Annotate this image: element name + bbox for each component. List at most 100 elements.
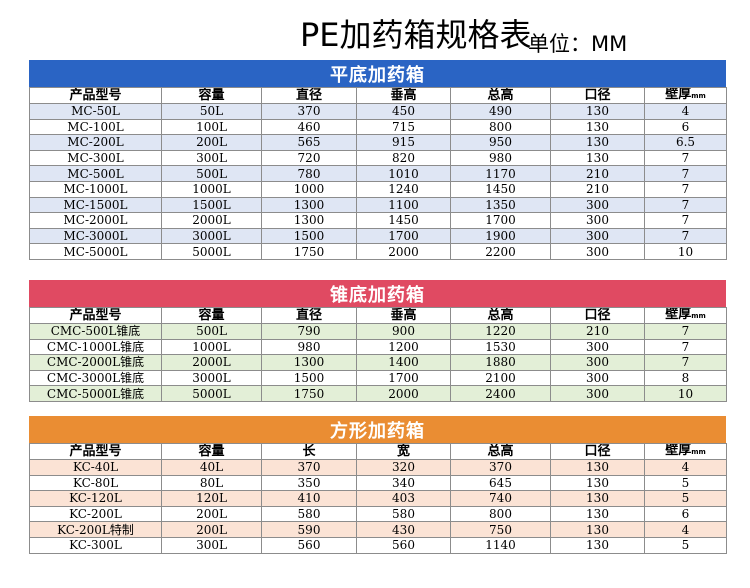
column-header: 垂高 bbox=[356, 307, 451, 324]
table-row: KC-40L 40L 370 320 370 130 4 bbox=[29, 459, 727, 476]
table-cell: 4 bbox=[644, 459, 727, 476]
column-header: 长 bbox=[261, 443, 357, 460]
table-row: MC-3000L 3000L 1500 1700 1900 300 7 bbox=[29, 227, 727, 245]
table-cell: 2100 bbox=[450, 369, 551, 387]
table-cell: 300 bbox=[550, 354, 645, 371]
table-cell: 130 bbox=[550, 536, 645, 554]
table-cell: MC-200L bbox=[29, 134, 162, 151]
table-row: CMC-5000L锥底 5000L 1750 2000 2400 300 10 bbox=[29, 385, 727, 402]
table-cell: 130 bbox=[550, 149, 645, 167]
table-cell: 130 bbox=[550, 118, 645, 136]
table-cell: 130 bbox=[550, 490, 645, 507]
table-cell: 6.5 bbox=[644, 134, 727, 151]
table-cell: 7 bbox=[644, 149, 727, 167]
table-cell: 950 bbox=[450, 134, 551, 151]
table-cell: 500L bbox=[161, 323, 262, 340]
table-cell: 500L bbox=[161, 165, 262, 182]
table-cell: 210 bbox=[550, 180, 645, 198]
table-cell: 403 bbox=[356, 490, 451, 507]
table-cell: 7 bbox=[644, 212, 727, 229]
unit-label: 单位：MM bbox=[528, 32, 628, 56]
table-cell: 1300 bbox=[261, 212, 357, 229]
table-cell: 1700 bbox=[450, 212, 551, 229]
table-row: KC-200L 200L 580 580 800 130 6 bbox=[29, 505, 727, 523]
table-cell: 1350 bbox=[450, 196, 551, 214]
table-cell: 2000 bbox=[356, 243, 451, 260]
table-cell: 1000 bbox=[261, 180, 357, 198]
unit-suffix: mm bbox=[691, 92, 706, 100]
table-cell: 300 bbox=[550, 243, 645, 260]
table-cell: MC-1000L bbox=[29, 180, 162, 198]
table-cell: 340 bbox=[356, 474, 451, 492]
column-header: 容量 bbox=[161, 443, 262, 460]
table-cell: 130 bbox=[550, 521, 645, 538]
table-cone-bottom: 产品型号 容量 直径 垂高 总高 口径 壁厚mm CMC-500L锥底 500L 790 900 12… bbox=[29, 307, 727, 402]
table-row: MC-1500L 1500L 1300 1100 1350 300 7 bbox=[29, 196, 727, 214]
table-row: MC-200L 200L 565 915 950 130 6.5 bbox=[29, 134, 727, 151]
table-cell: 130 bbox=[550, 134, 645, 151]
table-cell: 1450 bbox=[356, 212, 451, 229]
section-title-square: 方形加药箱 bbox=[29, 416, 726, 443]
table-cell: 410 bbox=[261, 490, 357, 507]
table-cell: 2400 bbox=[450, 385, 551, 402]
table-cell: MC-500L bbox=[29, 165, 162, 182]
table-cell: 7 bbox=[644, 227, 727, 245]
table-cell: 1170 bbox=[450, 165, 551, 182]
table-cell: 6 bbox=[644, 505, 727, 523]
table-cell: 300 bbox=[550, 196, 645, 214]
table-cell: 7 bbox=[644, 354, 727, 371]
table-cell: 1300 bbox=[261, 196, 357, 214]
table-header-row: 产品型号 容量 直径 垂高 总高 口径 壁厚mm bbox=[29, 307, 727, 324]
table-cell: MC-5000L bbox=[29, 243, 162, 260]
table-cell: 900 bbox=[356, 323, 451, 340]
table-cell: 130 bbox=[550, 103, 645, 120]
column-header: 直径 bbox=[261, 307, 357, 324]
table-cell: 1500 bbox=[261, 369, 357, 387]
table-cell: 370 bbox=[261, 103, 357, 120]
table-cell: 130 bbox=[550, 459, 645, 476]
table-square: 产品型号 容量长宽总高 口径 壁厚mm KC-40L 40L 370 320 370 130 4 KC… bbox=[29, 443, 727, 554]
table-cell: KC-120L bbox=[29, 490, 162, 507]
table-cell: 80L bbox=[161, 474, 262, 492]
table-cell: 1880 bbox=[450, 354, 551, 371]
table-cell: KC-200L特制 bbox=[29, 521, 162, 538]
table-cell: 300 bbox=[550, 369, 645, 387]
table-cell: 1400 bbox=[356, 354, 451, 371]
table-cell: 645 bbox=[450, 474, 551, 492]
table-row: MC-5000L 5000L 1750 2000 2200 300 10 bbox=[29, 243, 727, 260]
table-cell: 980 bbox=[261, 338, 357, 356]
table-cell: 40L bbox=[161, 459, 262, 476]
table-cell: 1900 bbox=[450, 227, 551, 245]
table-cell: 3000L bbox=[161, 369, 262, 387]
column-header: 壁厚mm bbox=[644, 87, 727, 104]
table-cell: MC-300L bbox=[29, 149, 162, 167]
table-cell: 320 bbox=[356, 459, 451, 476]
table-cell: CMC-2000L锥底 bbox=[29, 354, 162, 371]
table-row: CMC-1000L锥底 1000L 980 1200 1530 300 7 bbox=[29, 338, 727, 356]
table-cell: 780 bbox=[261, 165, 357, 182]
table-cell: 50L bbox=[161, 103, 262, 120]
table-row: KC-200L特制 200L 590 430 750 130 4 bbox=[29, 521, 727, 538]
table-cell: 130 bbox=[550, 505, 645, 523]
table-cell: 560 bbox=[261, 536, 357, 554]
table-cell: 590 bbox=[261, 521, 357, 538]
table-row: KC-80L 80L 350 340 645 130 5 bbox=[29, 474, 727, 492]
table-row: MC-300L 300L 720 820 980 130 7 bbox=[29, 149, 727, 167]
table-cell: 2200 bbox=[450, 243, 551, 260]
table-cell: 10 bbox=[644, 385, 727, 402]
column-header: 产品型号 bbox=[29, 87, 162, 104]
column-header: 壁厚mm bbox=[644, 443, 727, 460]
table-cell: 7 bbox=[644, 165, 727, 182]
table-cell: 4 bbox=[644, 521, 727, 538]
table-cell: 2000L bbox=[161, 212, 262, 229]
table-cell: 130 bbox=[550, 474, 645, 492]
table-row: KC-300L 300L 560 560 1140 130 5 bbox=[29, 536, 727, 554]
table-header-row: 产品型号 容量长宽总高 口径 壁厚mm bbox=[29, 443, 727, 460]
table-cell: 915 bbox=[356, 134, 451, 151]
table-cell: 1000L bbox=[161, 180, 262, 198]
column-header: 总高 bbox=[450, 443, 551, 460]
table-cell: CMC-500L锥底 bbox=[29, 323, 162, 340]
table-cell: 490 bbox=[450, 103, 551, 120]
table-cell: 720 bbox=[261, 149, 357, 167]
